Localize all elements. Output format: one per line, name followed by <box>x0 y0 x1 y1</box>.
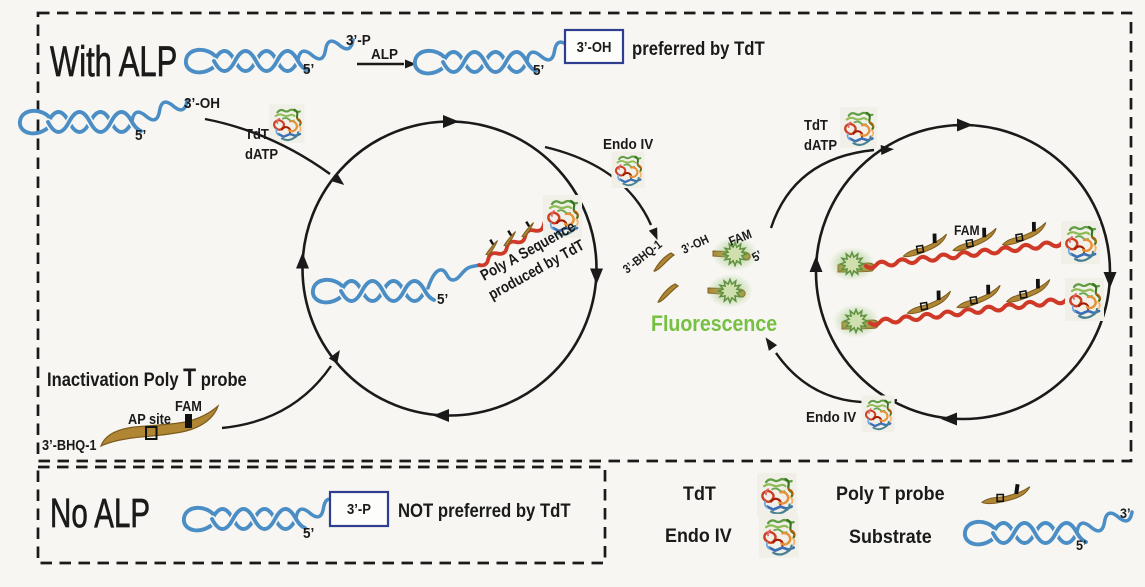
svg-text:5’: 5’ <box>533 62 544 79</box>
svg-text:FAM: FAM <box>954 222 980 238</box>
svg-text:Substrate: Substrate <box>849 525 932 547</box>
svg-text:Endo IV: Endo IV <box>806 409 857 426</box>
svg-text:preferred by TdT: preferred by TdT <box>632 38 765 59</box>
svg-text:3’-P: 3’-P <box>346 32 371 49</box>
svg-text:5’: 5’ <box>1076 537 1086 553</box>
svg-text:3’-BHQ-1: 3’-BHQ-1 <box>42 437 97 453</box>
svg-text:Poly T probe: Poly T probe <box>836 482 945 504</box>
svg-text:Endo IV: Endo IV <box>603 136 654 153</box>
svg-text:dATP: dATP <box>804 137 837 153</box>
svg-text:TdT: TdT <box>683 482 716 504</box>
svg-text:5’: 5’ <box>135 127 146 144</box>
svg-text:Fluorescence: Fluorescence <box>651 312 777 337</box>
svg-text:5’: 5’ <box>303 525 314 542</box>
svg-text:FAM: FAM <box>175 398 202 414</box>
svg-text:dATP: dATP <box>245 146 278 162</box>
svg-text:Inactivation Poly T probe: Inactivation Poly T probe <box>47 363 247 391</box>
svg-text:TdT: TdT <box>245 126 269 142</box>
svg-text:3’-P: 3’-P <box>347 501 371 517</box>
svg-text:TdT: TdT <box>804 117 828 133</box>
svg-text:5’: 5’ <box>303 61 314 78</box>
svg-text:AP site: AP site <box>128 411 171 427</box>
svg-text:NOT preferred by TdT: NOT preferred by TdT <box>398 500 571 521</box>
svg-text:3’-OH: 3’-OH <box>577 39 612 55</box>
svg-text:3’-OH: 3’-OH <box>184 95 220 112</box>
svg-text:3’: 3’ <box>1120 505 1130 521</box>
svg-text:With ALP: With ALP <box>50 37 177 85</box>
svg-text:No ALP: No ALP <box>50 490 150 536</box>
svg-text:Endo IV: Endo IV <box>665 524 732 546</box>
svg-text:5’: 5’ <box>437 291 448 308</box>
svg-text:ALP: ALP <box>371 46 398 63</box>
